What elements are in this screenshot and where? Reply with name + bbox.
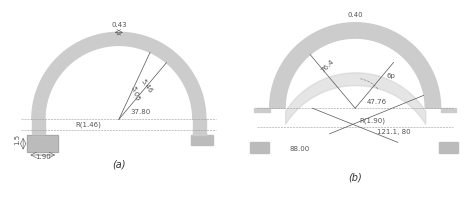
Text: 76.4: 76.4 <box>320 58 336 73</box>
Text: 1.90: 1.90 <box>35 154 51 160</box>
Text: R(1.90): R(1.90) <box>359 118 385 124</box>
Text: 0.43: 0.43 <box>111 22 127 28</box>
Text: (b): (b) <box>348 172 362 183</box>
Polygon shape <box>250 142 269 153</box>
Text: 5.05: 5.05 <box>129 85 140 102</box>
Text: 6p: 6p <box>387 73 395 79</box>
Text: R(1.46): R(1.46) <box>75 121 101 128</box>
Text: 37.80: 37.80 <box>130 109 151 115</box>
Polygon shape <box>441 108 456 112</box>
Text: 88.00: 88.00 <box>290 146 310 152</box>
Polygon shape <box>27 135 58 152</box>
Polygon shape <box>255 108 270 112</box>
Polygon shape <box>32 32 206 119</box>
Polygon shape <box>191 135 213 145</box>
Text: (a): (a) <box>112 160 126 170</box>
Polygon shape <box>439 142 458 153</box>
Polygon shape <box>32 119 45 135</box>
Text: 1.5: 1.5 <box>14 134 20 145</box>
Text: 0.40: 0.40 <box>347 13 363 18</box>
Text: 5.46: 5.46 <box>140 78 154 94</box>
Text: 121.1, 80: 121.1, 80 <box>377 129 410 135</box>
Polygon shape <box>270 23 441 108</box>
Polygon shape <box>193 119 206 135</box>
Text: 47.76: 47.76 <box>366 99 387 105</box>
Polygon shape <box>269 195 441 220</box>
